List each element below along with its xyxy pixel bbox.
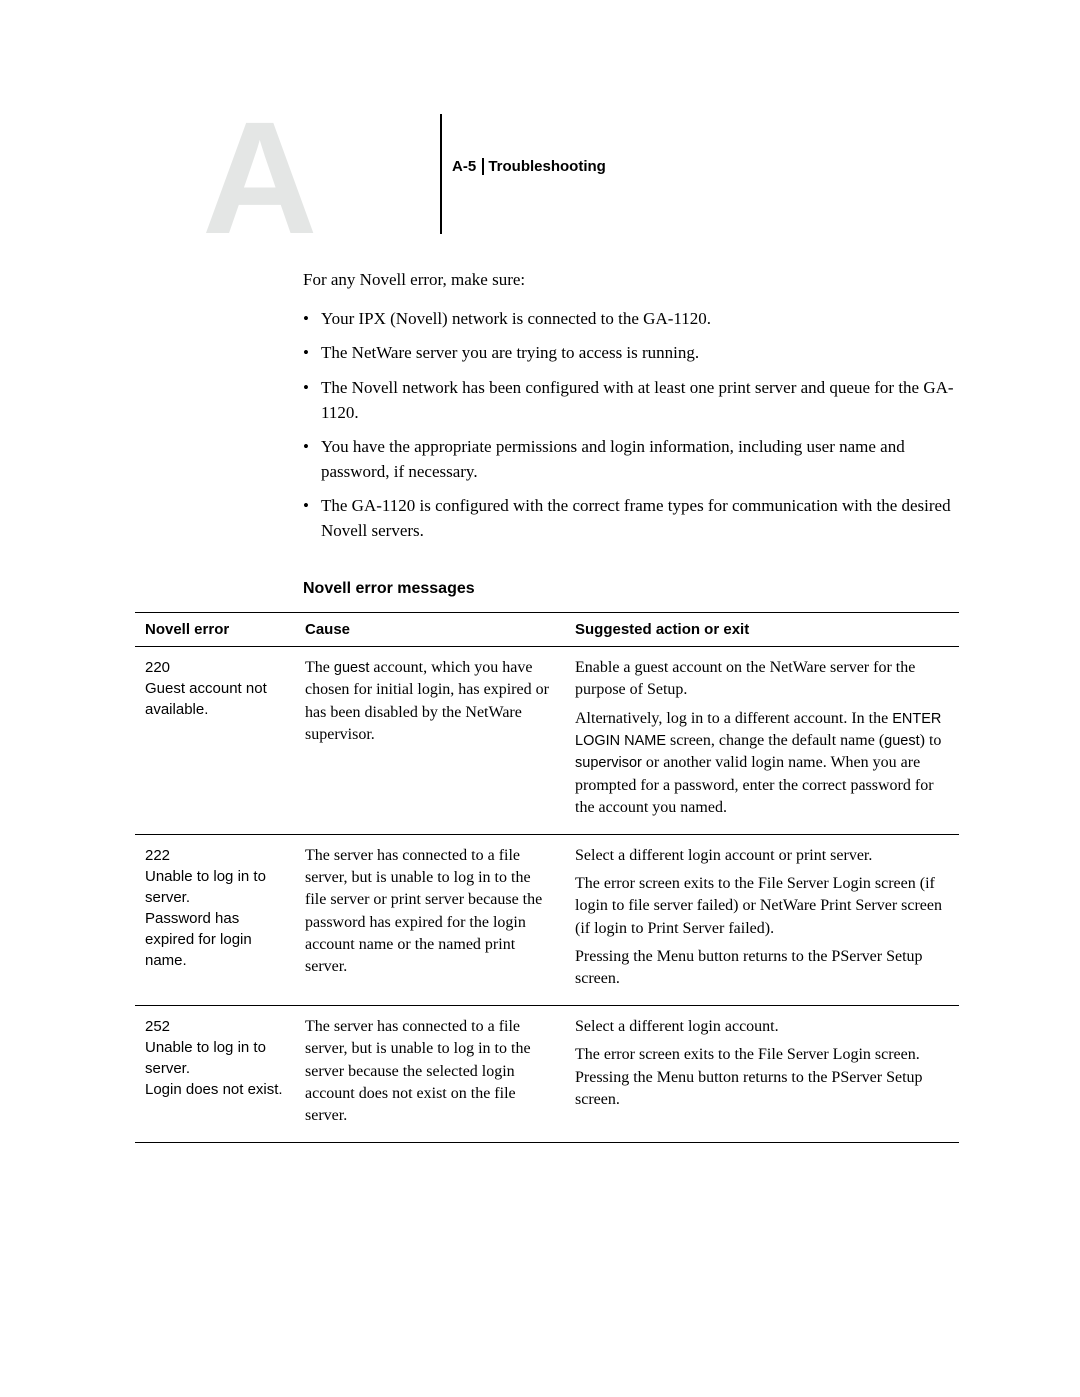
cause-cell: The server has connected to a file serve… [295,1005,565,1142]
error-code: 222 [145,845,285,866]
bullet-item: The Novell network has been configured w… [303,376,960,425]
header-divider [440,114,442,234]
section-title: Troubleshooting [488,158,606,175]
page-header: A-5 Troubleshooting [280,120,960,230]
bullet-item: The GA-1120 is configured with the corre… [303,494,960,543]
error-code: 220 [145,657,285,678]
bullet-item: Your IPX (Novell) network is connected t… [303,307,960,332]
error-table: Novell errorCauseSuggested action or exi… [135,612,959,1143]
bullet-list: Your IPX (Novell) network is connected t… [303,307,960,544]
error-cell: 252Unable to log in to server.Login does… [135,1005,295,1142]
table-row: 252Unable to log in to server.Login does… [135,1005,959,1142]
subheading: Novell error messages [303,580,960,598]
cause-cell: The server has connected to a file serve… [295,834,565,1005]
table-row: 222Unable to log in to server.Password h… [135,834,959,1005]
error-code: 252 [145,1016,285,1037]
error-cell: 222Unable to log in to server.Password h… [135,834,295,1005]
table-column-header: Cause [295,612,565,646]
action-cell: Select a different login account.The err… [565,1005,959,1142]
table-column-header: Suggested action or exit [565,612,959,646]
page-label: A-5 [452,158,476,175]
cause-cell: The guest account, which you have chosen… [295,646,565,834]
bullet-item: You have the appropriate permissions and… [303,435,960,484]
bullet-item: The NetWare server you are trying to acc… [303,341,960,366]
action-cell: Select a different login account or prin… [565,834,959,1005]
error-cell: 220Guest account not available. [135,646,295,834]
header-text: A-5 Troubleshooting [452,158,606,175]
table-column-header: Novell error [135,612,295,646]
page: A A-5 Troubleshooting For any Novell err… [0,0,1080,1397]
intro-line: For any Novell error, make sure: [303,268,960,293]
body-text: For any Novell error, make sure: Your IP… [303,268,960,544]
action-cell: Enable a guest account on the NetWare se… [565,646,959,834]
table-row: 220Guest account not available.The guest… [135,646,959,834]
table-header-row: Novell errorCauseSuggested action or exi… [135,612,959,646]
